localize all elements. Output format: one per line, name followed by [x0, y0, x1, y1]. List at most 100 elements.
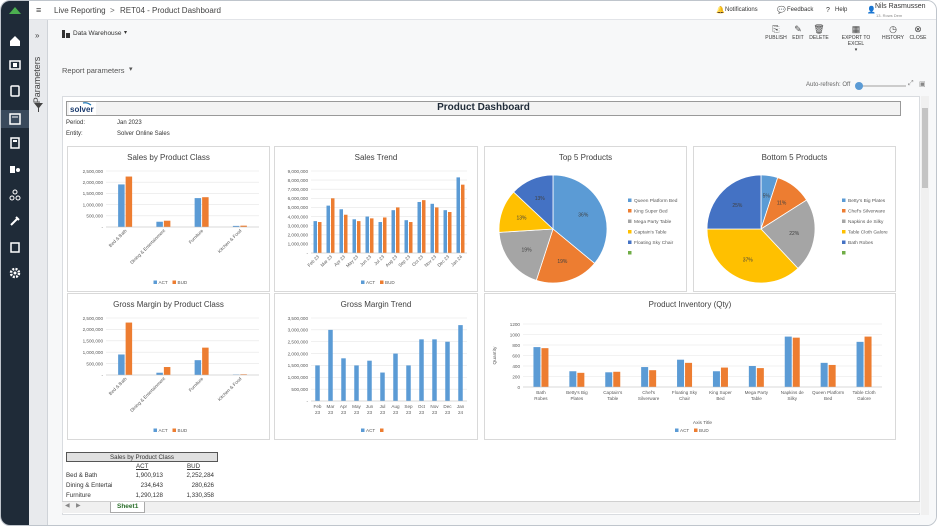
edit-button[interactable]: ✎ EDIT — [781, 24, 815, 41]
notifications-link[interactable]: Notifications — [725, 7, 758, 13]
user-name[interactable]: Nils Rasmussen — [875, 3, 926, 10]
x-tick-label: May 23 — [352, 404, 361, 415]
chevron-down-icon[interactable]: ▾ — [124, 30, 128, 36]
x-tick-line: Captain's — [603, 390, 623, 395]
legend-label-bud: BUD — [699, 428, 709, 433]
bar-bud — [318, 222, 322, 253]
y-tick-label: 1,500,000 — [288, 363, 309, 368]
legend-label: Chef's Silverware — [848, 209, 886, 215]
x-tick-month: Feb — [314, 404, 322, 409]
calculator-icon[interactable] — [8, 136, 22, 150]
reports-icon[interactable] — [1, 110, 29, 128]
legend-label-act: ACT — [680, 428, 689, 433]
delete-button[interactable]: 🗑 DELETE — [802, 24, 836, 41]
history-button[interactable]: ◷ HISTORY — [876, 24, 910, 41]
bar-act — [712, 371, 720, 387]
data-icon[interactable] — [8, 240, 22, 254]
breadcrumb-root[interactable]: Live Reporting — [54, 6, 106, 15]
legend-swatch — [628, 230, 632, 234]
y-tick-label: 800 — [512, 343, 520, 348]
feedback-icon[interactable]: 💬 — [777, 7, 786, 14]
hamburger-icon[interactable]: ≡ — [36, 5, 42, 15]
bar-act — [393, 353, 398, 401]
x-tick-line: Bed — [824, 396, 833, 401]
pie-data-label: 22% — [789, 231, 800, 237]
x-tick-month: Nov — [430, 404, 439, 409]
legend-swatch — [628, 240, 632, 244]
bell-icon[interactable]: 🔔 — [716, 7, 725, 14]
x-tick-line: Betty's Big — [566, 390, 588, 395]
legend-swatch-act — [361, 428, 365, 432]
pie-data-label: 19% — [522, 247, 533, 253]
x-tick-label: Kitchen & Food — [217, 228, 243, 254]
legend-label: King Super Bed — [634, 209, 668, 215]
forms-icon[interactable] — [8, 162, 22, 176]
bar-act — [445, 341, 450, 401]
filter-icon[interactable] — [34, 103, 43, 112]
bar-act — [641, 367, 649, 387]
bar-act — [354, 365, 359, 401]
export-chevron-icon[interactable]: ▾ — [854, 47, 858, 53]
legend-label: Betty's Big Plates — [848, 198, 886, 204]
y-tick-label: - — [101, 373, 103, 378]
tab-next-icon[interactable]: ▶ — [76, 503, 81, 509]
feedback-link[interactable]: Feedback — [787, 7, 814, 13]
bar-act — [417, 201, 421, 253]
sheet-tab-sheet1[interactable]: Sheet1 — [110, 502, 146, 513]
period-label: Period: — [66, 120, 86, 126]
x-tick-label: Feb 23 — [307, 254, 321, 268]
bar-act — [156, 372, 163, 375]
y-tick-label: 9,000,000 — [288, 169, 309, 174]
x-tick-year: 23 — [354, 410, 360, 415]
scrollbar-thumb[interactable] — [922, 108, 928, 188]
tab-prev-icon[interactable]: ◀ — [65, 503, 70, 509]
user-icon[interactable]: 👤 — [867, 7, 876, 14]
auto-refresh-slider[interactable] — [856, 85, 906, 87]
vertical-scrollbar[interactable] — [921, 96, 929, 515]
bar-act — [533, 347, 541, 387]
bar-act — [569, 371, 577, 387]
y-tick-label: 3,000,000 — [288, 223, 309, 228]
parameters-label[interactable]: Parameters — [32, 56, 42, 104]
legend-label: Captain's Table — [634, 230, 667, 236]
logo-triangle — [9, 7, 21, 14]
dimensions-icon[interactable] — [8, 188, 22, 202]
expand-chevron-icon[interactable]: » — [35, 31, 40, 40]
home-icon[interactable] — [8, 34, 22, 48]
report-params-chevron-icon[interactable]: ▾ — [129, 66, 133, 73]
chart-svg: - 500,000 1,000,000 1,500,000 2,000,000 2,500… — [83, 316, 259, 433]
x-tick-label: Feb 23 — [314, 404, 322, 415]
bar-act — [194, 198, 202, 227]
tools-icon[interactable] — [8, 214, 22, 228]
y-tick-label: 2,500,000 — [83, 316, 104, 321]
bar-bud — [202, 197, 209, 227]
clipboard-icon[interactable] — [8, 84, 22, 98]
export-button[interactable]: ▦ EXPORT TO EXCEL ▾ — [833, 24, 879, 53]
x-tick-label: May 23 — [345, 254, 360, 269]
close-button[interactable]: ⊗ CLOSE — [901, 24, 935, 41]
gear-icon[interactable] — [8, 266, 22, 280]
legend-swatch — [628, 219, 632, 223]
bar-act — [380, 372, 385, 401]
help-link[interactable]: Help — [835, 7, 848, 13]
hierarchy-icon[interactable] — [8, 58, 22, 72]
chart-panel-gm-class: Gross Margin by Product Class - 500,000 1,0… — [67, 293, 270, 440]
user-subtitle: 13. Rows Dem — [876, 13, 903, 18]
datasource-dropdown[interactable]: Data Warehouse — [73, 30, 122, 37]
entity-value: Solver Online Sales — [117, 131, 170, 137]
y-tick-label: 1,000,000 — [83, 202, 104, 207]
report-parameters-toggle[interactable]: Report parameters — [62, 66, 125, 75]
chart-panel-inventory: Product Inventory (Qty) 0 200 400 600 800 1000… — [484, 293, 896, 440]
auto-refresh-knob[interactable] — [855, 82, 863, 90]
dashboard-title: Product Dashboard — [437, 102, 530, 113]
x-tick-label: Jan 24 — [457, 404, 465, 415]
bar-bud — [461, 184, 465, 253]
app-logo[interactable] — [1, 1, 29, 20]
parameters-panel[interactable]: » Parameters — [29, 20, 48, 525]
y-tick-label: 0 — [517, 385, 520, 390]
help-icon[interactable]: ? — [826, 7, 830, 14]
history-icon: ◷ — [889, 24, 897, 34]
fullscreen-icon[interactable]: ▣ — [919, 81, 926, 88]
publish-button[interactable]: ⎘ PUBLISH — [759, 24, 793, 41]
expand-icon[interactable]: ⤢ — [908, 80, 914, 87]
